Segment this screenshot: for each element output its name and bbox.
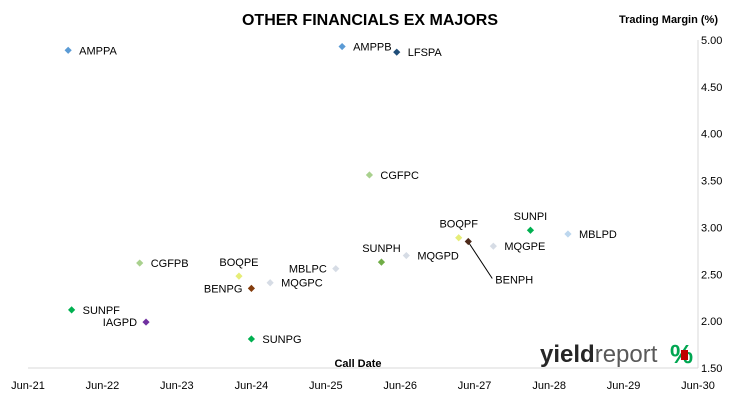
x-tick-label: Jun-29 <box>607 380 641 392</box>
data-point-marker <box>526 226 535 234</box>
y-tick-label: 3.50 <box>701 176 722 188</box>
y-tick-label: 2.50 <box>701 269 722 281</box>
data-point-label: SUNPF <box>83 305 121 317</box>
data-point-label: CGFPC <box>380 170 419 182</box>
y-tick-label: 2.00 <box>701 316 722 328</box>
y-tick-label: 1.50 <box>701 363 722 375</box>
data-point-marker <box>142 318 150 326</box>
data-point-label: BOQPF <box>439 219 478 231</box>
data-points <box>64 42 572 343</box>
data-point-label: IAGPD <box>103 317 137 329</box>
x-tick-label: Jun-23 <box>160 380 194 392</box>
x-tick-label: Jun-30 <box>681 380 715 392</box>
data-point-label: MBLPC <box>289 264 327 276</box>
y-tick-labels: 1.50 2.00 2.50 3.00 3.50 4.00 4.50 5.00 <box>701 35 722 375</box>
y-axis-label: Trading Margin (%) <box>619 14 718 26</box>
x-tick-label: Jun-21 <box>11 380 45 392</box>
data-point-label: LFSPA <box>408 47 443 59</box>
y-tick-label: 4.50 <box>701 82 722 94</box>
point-labels: AMPPA AMPPB LFSPA CGFPC SUNPI MBLPD BOQPF BENPH… <box>79 42 617 346</box>
data-point-marker <box>564 230 572 238</box>
label-connectors <box>468 243 493 279</box>
x-tick-labels: Jun-21 Jun-22 Jun-23 Jun-24 Jun-25 Jun-26 Jun-… <box>11 380 715 392</box>
data-point-label: MQGPE <box>504 241 545 253</box>
data-point-marker <box>68 306 76 314</box>
data-point-label: BENPG <box>204 283 243 295</box>
data-point-label: BOQPE <box>219 257 258 269</box>
logo-percent-accent <box>681 350 688 360</box>
data-point-label: AMPPB <box>353 42 392 54</box>
data-point-marker <box>338 42 346 51</box>
data-point-label: MQGPC <box>281 278 323 290</box>
x-tick-label: Jun-25 <box>309 380 343 392</box>
data-point-marker <box>464 237 472 246</box>
x-tick-label: Jun-26 <box>383 380 417 392</box>
x-tick-label: Jun-24 <box>235 380 269 392</box>
x-tick-label: Jun-27 <box>458 380 492 392</box>
data-point-marker <box>266 279 274 287</box>
data-point-marker <box>64 46 72 54</box>
data-point-label: BENPH <box>495 274 533 286</box>
data-point-marker <box>393 48 401 56</box>
yieldreport-logo: yieldreport % <box>540 339 693 369</box>
y-tick-label: 3.00 <box>701 222 722 234</box>
data-point-marker <box>489 242 497 250</box>
data-point-label: SUNPI <box>514 211 548 223</box>
data-point-marker <box>455 234 463 242</box>
data-point-label: SUNPG <box>262 334 301 346</box>
label-leader-line <box>468 243 493 279</box>
x-axis-label: Call Date <box>334 358 381 370</box>
data-point-marker <box>377 258 386 266</box>
data-point-marker <box>402 251 410 260</box>
data-point-marker <box>332 265 340 273</box>
data-point-marker <box>136 259 144 267</box>
data-point-marker <box>247 284 256 292</box>
data-point-label: MQGPD <box>417 251 459 263</box>
data-point-marker <box>247 335 256 343</box>
x-tick-label: Jun-22 <box>86 380 120 392</box>
data-point-label: CGFPB <box>151 258 189 270</box>
data-point-label: MBLPD <box>579 229 617 241</box>
data-point-marker <box>235 272 243 280</box>
y-tick-label: 5.00 <box>701 35 722 47</box>
logo-brand-light: report <box>595 341 658 368</box>
chart-title: OTHER FINANCIALS EX MAJORS <box>242 12 498 29</box>
data-point-marker <box>365 171 374 179</box>
logo-brand-bold: yield <box>540 341 595 368</box>
data-point-label: AMPPA <box>79 45 117 57</box>
svg-text:yieldreport: yieldreport <box>540 341 658 368</box>
y-tick-label: 4.00 <box>701 129 722 141</box>
data-point-label: SUNPH <box>362 243 401 255</box>
x-tick-label: Jun-28 <box>532 380 566 392</box>
